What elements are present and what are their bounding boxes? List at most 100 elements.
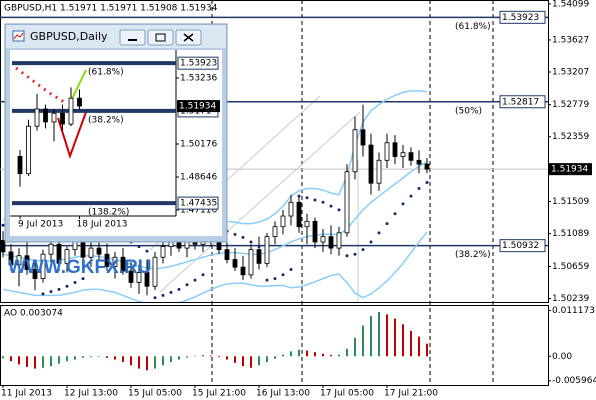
fib-price-box (499, 239, 546, 253)
ao-bar (50, 356, 52, 367)
ao-bar (242, 356, 244, 367)
projection-up (69, 69, 87, 104)
candle-body (248, 249, 254, 276)
candle-body (48, 243, 54, 255)
ao-bar (74, 356, 76, 360)
sar-dot (353, 252, 357, 256)
sar-dot (385, 222, 389, 226)
y-tick-label: 0.011173 (552, 306, 595, 316)
candle-body (40, 253, 46, 280)
sar-dot (137, 245, 141, 249)
sar-dot (177, 287, 181, 291)
fib-price-box (177, 56, 219, 70)
ao-bar (194, 355, 196, 357)
sar-dot (249, 240, 253, 244)
candle-body (280, 215, 286, 228)
close-icon (183, 33, 194, 42)
candle-body (144, 272, 150, 287)
y-tick-label: 1.52359 (552, 132, 589, 142)
candle-body (26, 125, 31, 175)
ao-bar (402, 324, 404, 357)
candle-body (34, 108, 40, 127)
fib-price-label: 1.50932 (502, 241, 539, 251)
sar-dot (257, 245, 261, 249)
candle-body (424, 163, 430, 170)
inset-window: GBPUSD,Daily (61.8%) (38.2%) (138.2%) 1.53… (4, 23, 228, 243)
sar-dot (281, 273, 285, 277)
ao-bar (218, 356, 220, 358)
candle-body (216, 241, 222, 251)
sar-dot (305, 196, 309, 200)
sar-dot (73, 280, 77, 284)
sar-dot (329, 204, 333, 208)
main-price-axis: 1.54099 1.53627 1.53207 1.52779 1.52359 1.515… (499, 0, 592, 304)
candle-body (24, 255, 30, 270)
window-icon-line (13, 32, 24, 40)
candle-body (328, 236, 334, 249)
y-tick-label: 1.51089 (552, 229, 589, 239)
fib-price-box (499, 95, 546, 109)
sar-dot (185, 283, 189, 287)
candle-body (408, 152, 414, 161)
ao-bar (426, 343, 428, 357)
ao-bar (106, 356, 108, 358)
x-tick-label: 16 Jul 13:00 (256, 389, 310, 399)
sar-dot (265, 278, 269, 282)
sar-dot (377, 231, 381, 235)
y-tick-label: 1.47116 (180, 206, 217, 216)
restore-button[interactable] (147, 29, 174, 46)
ao-bar (186, 356, 188, 358)
sar-dot (153, 296, 157, 300)
ao-bar (202, 355, 204, 357)
main-plot: (61.8%) (50%) (38.2%) (0, 16, 548, 302)
ao-bar (170, 356, 172, 363)
ao-bar (306, 350, 308, 357)
candle-body (60, 112, 65, 125)
sar-dot (297, 194, 301, 198)
ao-bar (98, 356, 100, 357)
ao-bar (114, 356, 116, 360)
sar-dot (241, 235, 245, 239)
ao-bar (122, 356, 124, 363)
sar-dot (337, 208, 341, 212)
candle-body (128, 270, 134, 283)
ao-title: AO 0.003074 (4, 309, 63, 319)
bollinger-band (2, 161, 428, 270)
candle-body (32, 269, 38, 280)
candle-body (304, 220, 310, 228)
ao-plot (2, 311, 428, 371)
sar-dot (409, 194, 413, 198)
ao-bar (410, 330, 412, 357)
minimize-button[interactable] (119, 29, 146, 46)
candle-body (240, 266, 246, 276)
sar-dot (193, 278, 197, 282)
candle-body (400, 152, 406, 157)
y-tick-label: 1.50659 (552, 262, 589, 272)
ao-bar (10, 356, 12, 362)
candle-body (152, 256, 158, 287)
bollinger-band (2, 231, 428, 302)
ao-bar (34, 356, 36, 369)
ao-bar (130, 356, 132, 366)
ao-bar (58, 356, 60, 364)
y-tick-label: 1.50239 (552, 294, 589, 304)
sar-dot (233, 232, 237, 236)
ao-frame (0, 305, 549, 386)
candle-body (112, 256, 118, 267)
ao-bar (82, 356, 84, 358)
ao-bar (386, 314, 388, 357)
inset-drawings (15, 66, 87, 160)
ao-bar (42, 356, 44, 368)
ao-bar (26, 356, 28, 367)
fib-level-text: (38.2%) (88, 115, 124, 125)
sar-dot (41, 292, 45, 296)
candle-body (256, 249, 262, 264)
candle-body (384, 142, 390, 161)
x-tick-label: 11 Jul 2013 (1, 389, 52, 399)
x-tick-label: 17 Jul 05:00 (320, 389, 374, 399)
sar-dot (201, 273, 205, 277)
sar-dot (393, 212, 397, 216)
x-tick-label: 17 Jul 21:00 (384, 389, 438, 399)
sar-dot (1, 223, 5, 227)
